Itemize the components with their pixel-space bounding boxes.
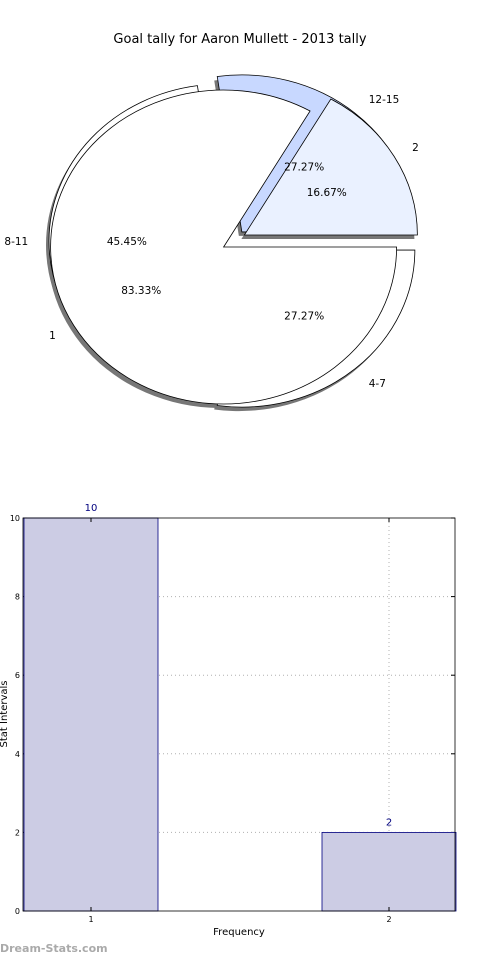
pie-wedge <box>243 98 418 236</box>
bar-value-label: 2 <box>386 817 392 828</box>
bar <box>23 517 159 912</box>
y-tick-label: 4 <box>15 750 20 759</box>
pie-pct-label: 83.33% <box>121 285 161 297</box>
pie-chart: 4-7 27.27% 8-11 45.45% 12-15 27.27% 1 83.33% 2 16… <box>4 74 419 412</box>
pie-slice-label: 12-15 <box>369 94 400 106</box>
pie-slice-label: 2 <box>412 142 419 154</box>
x-tick-label: 1 <box>88 915 93 924</box>
bar-x-axis-label: Frequency <box>213 927 265 938</box>
bar-value-label: 10 <box>85 503 98 514</box>
pie-pct-label: 27.27% <box>284 162 324 174</box>
pie-wedges <box>48 74 418 408</box>
y-tick-label: 6 <box>15 671 20 680</box>
bar-chart: 0 2 4 6 8 10 10 2 1 2 <box>10 503 457 924</box>
pie-labels: 4-7 27.27% 8-11 45.45% 12-15 27.27% 1 83.33% 2 16… <box>4 94 418 390</box>
y-tick-label: 8 <box>15 593 20 602</box>
pie-pct-label: 16.67% <box>307 187 347 199</box>
pie-slice-label: 4-7 <box>369 378 386 390</box>
y-tick-label: 0 <box>15 907 20 916</box>
pie-slice-label: 1 <box>49 330 56 342</box>
plot-frame <box>22 517 456 912</box>
bar-y-axis-label: Stat Intervals <box>0 680 10 747</box>
pie-pct-label: 27.27% <box>284 310 324 322</box>
pie-wedge <box>50 89 398 405</box>
y-tick-label: 2 <box>15 828 20 837</box>
watermark: Dream-Stats.com <box>0 942 108 955</box>
pie-pct-label: 45.45% <box>107 236 147 248</box>
x-tick-label: 2 <box>386 915 391 924</box>
pie-slice-label: 8-11 <box>4 236 28 248</box>
bar <box>321 832 457 912</box>
y-tick-label: 10 <box>10 514 20 523</box>
pie-title: Goal tally for Aaron Mullett - 2013 tall… <box>113 32 366 47</box>
